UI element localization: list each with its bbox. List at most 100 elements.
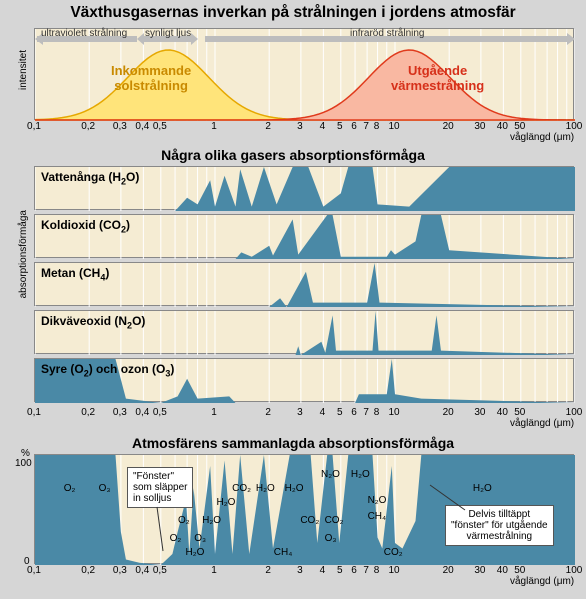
p2-xticks: 0,10,20,30,40,5123456781020304050100 <box>34 407 574 419</box>
tick: 0,4 <box>135 121 149 132</box>
vis-arrow-r <box>191 33 198 45</box>
molecule-label: O₂ <box>64 483 76 494</box>
gas-strip: Dikväveoxid (N2O) <box>34 310 574 354</box>
tick: 5 <box>337 407 343 418</box>
tick: 100 <box>566 565 583 576</box>
tick: 1 <box>211 121 217 132</box>
gas-strip: Vattenånga (H2O) <box>34 166 574 210</box>
tick: 6 <box>351 121 357 132</box>
molecule-label: H₂O <box>285 483 304 494</box>
gas-label: Dikväveoxid (N2O) <box>41 314 145 330</box>
tick: 5 <box>337 565 343 576</box>
p1-ylab: intensitet <box>18 50 29 90</box>
tick: 40 <box>497 407 508 418</box>
tick: 3 <box>297 407 303 418</box>
tick: 0,1 <box>27 121 41 132</box>
gas-label: Metan (CH4) <box>41 266 109 282</box>
molecule-label: H₂O <box>217 497 236 508</box>
molecule-label: CO₂ <box>384 547 403 558</box>
ir-label: infraröd strålning <box>350 28 424 39</box>
molecule-label: H₂O <box>186 547 205 558</box>
tick: 0,4 <box>135 407 149 418</box>
tick: 7 <box>363 121 369 132</box>
panel-total: "Fönster" som släpper in solljus Delvis … <box>34 454 574 564</box>
tick: 4 <box>320 565 326 576</box>
gas-strip: Metan (CH4) <box>34 262 574 306</box>
tick: 0,5 <box>153 121 167 132</box>
tick: 4 <box>320 407 326 418</box>
molecule-label: CH₄ <box>274 547 293 558</box>
tick: 0,3 <box>113 407 127 418</box>
tick: 2 <box>265 565 271 576</box>
tick: 0,4 <box>135 565 149 576</box>
p1-xlab: våglängd (μm) <box>510 132 574 143</box>
tick: 8 <box>374 407 380 418</box>
molecule-label: O₃ <box>325 533 337 544</box>
p3-xticks: 0,10,20,30,40,5123456781020304050100 <box>34 565 574 577</box>
molecule-label: CO₂ <box>300 515 319 526</box>
tick: 30 <box>474 121 485 132</box>
tick: 10 <box>388 121 399 132</box>
molecule-label: O₃ <box>194 533 206 544</box>
thermal-label: Utgående värmestrålning <box>391 63 484 93</box>
tick: 7 <box>363 407 369 418</box>
tick: 40 <box>497 121 508 132</box>
molecule-label: H₂O <box>351 469 370 480</box>
pct-100: 100 <box>15 458 32 469</box>
tick: 0,2 <box>81 121 95 132</box>
gas-strip: Syre (O2) och ozon (O3) <box>34 358 574 402</box>
molecule-label: CH₄ <box>368 511 387 522</box>
tick: 8 <box>374 565 380 576</box>
tick: 30 <box>474 407 485 418</box>
p3-title: Atmosfärens sammanlagda absorptionsförmå… <box>0 435 586 451</box>
tick: 4 <box>320 121 326 132</box>
tick: 50 <box>514 407 525 418</box>
molecule-label: O₃ <box>99 483 111 494</box>
tick: 40 <box>497 565 508 576</box>
vis-label: synligt ljus <box>145 28 191 39</box>
tick: 0,3 <box>113 121 127 132</box>
molecule-label: N₂O <box>321 469 340 480</box>
p3-xlab: våglängd (μm) <box>510 576 574 587</box>
solar-label: Inkommande solstrålning <box>111 63 191 93</box>
tick: 1 <box>211 407 217 418</box>
tick: 0,5 <box>153 565 167 576</box>
tick: 100 <box>566 407 583 418</box>
molecule-label: N₂O <box>368 495 387 506</box>
p1-xticks: 0,10,20,30,40,5123456781020304050100 <box>34 121 574 133</box>
tick: 0,1 <box>27 565 41 576</box>
gas-label: Vattenånga (H2O) <box>41 170 139 186</box>
molecule-label: H₂O <box>202 515 221 526</box>
ir-arrow <box>567 33 575 45</box>
p2-ylab: absorptionsförmåga <box>18 210 29 298</box>
tick: 0,2 <box>81 407 95 418</box>
tick: 8 <box>374 121 380 132</box>
molecule-label: O₂ <box>178 515 190 526</box>
tick: 3 <box>297 565 303 576</box>
gas-label: Syre (O2) och ozon (O3) <box>41 362 174 378</box>
molecule-label: H₂O <box>473 483 492 494</box>
callout-left: "Fönster" som släpper in solljus <box>127 467 193 508</box>
tick: 3 <box>297 121 303 132</box>
tick: 30 <box>474 565 485 576</box>
tick: 0,1 <box>27 407 41 418</box>
molecule-label: O₂ <box>170 533 182 544</box>
gas-label: Koldioxid (CO2) <box>41 218 130 234</box>
panel-radiation: ultraviolett strålning synligt ljus infr… <box>34 28 574 120</box>
tick: 1 <box>211 565 217 576</box>
tick: 0,3 <box>113 565 127 576</box>
p2-xlab: våglängd (μm) <box>510 418 574 429</box>
tick: 5 <box>337 121 343 132</box>
molecule-label: CO₂ <box>232 483 251 494</box>
molecule-label: H₂O <box>256 483 275 494</box>
tick: 2 <box>265 407 271 418</box>
tick: 0,2 <box>81 565 95 576</box>
callout-right: Delvis tilltäppt "fönster" för utgående … <box>445 505 554 546</box>
tick: 2 <box>265 121 271 132</box>
tick: 50 <box>514 121 525 132</box>
tick: 50 <box>514 565 525 576</box>
tick: 20 <box>443 121 454 132</box>
tick: 20 <box>443 407 454 418</box>
tick: 0,5 <box>153 407 167 418</box>
p2-title: Några olika gasers absorptionsförmåga <box>0 147 586 163</box>
